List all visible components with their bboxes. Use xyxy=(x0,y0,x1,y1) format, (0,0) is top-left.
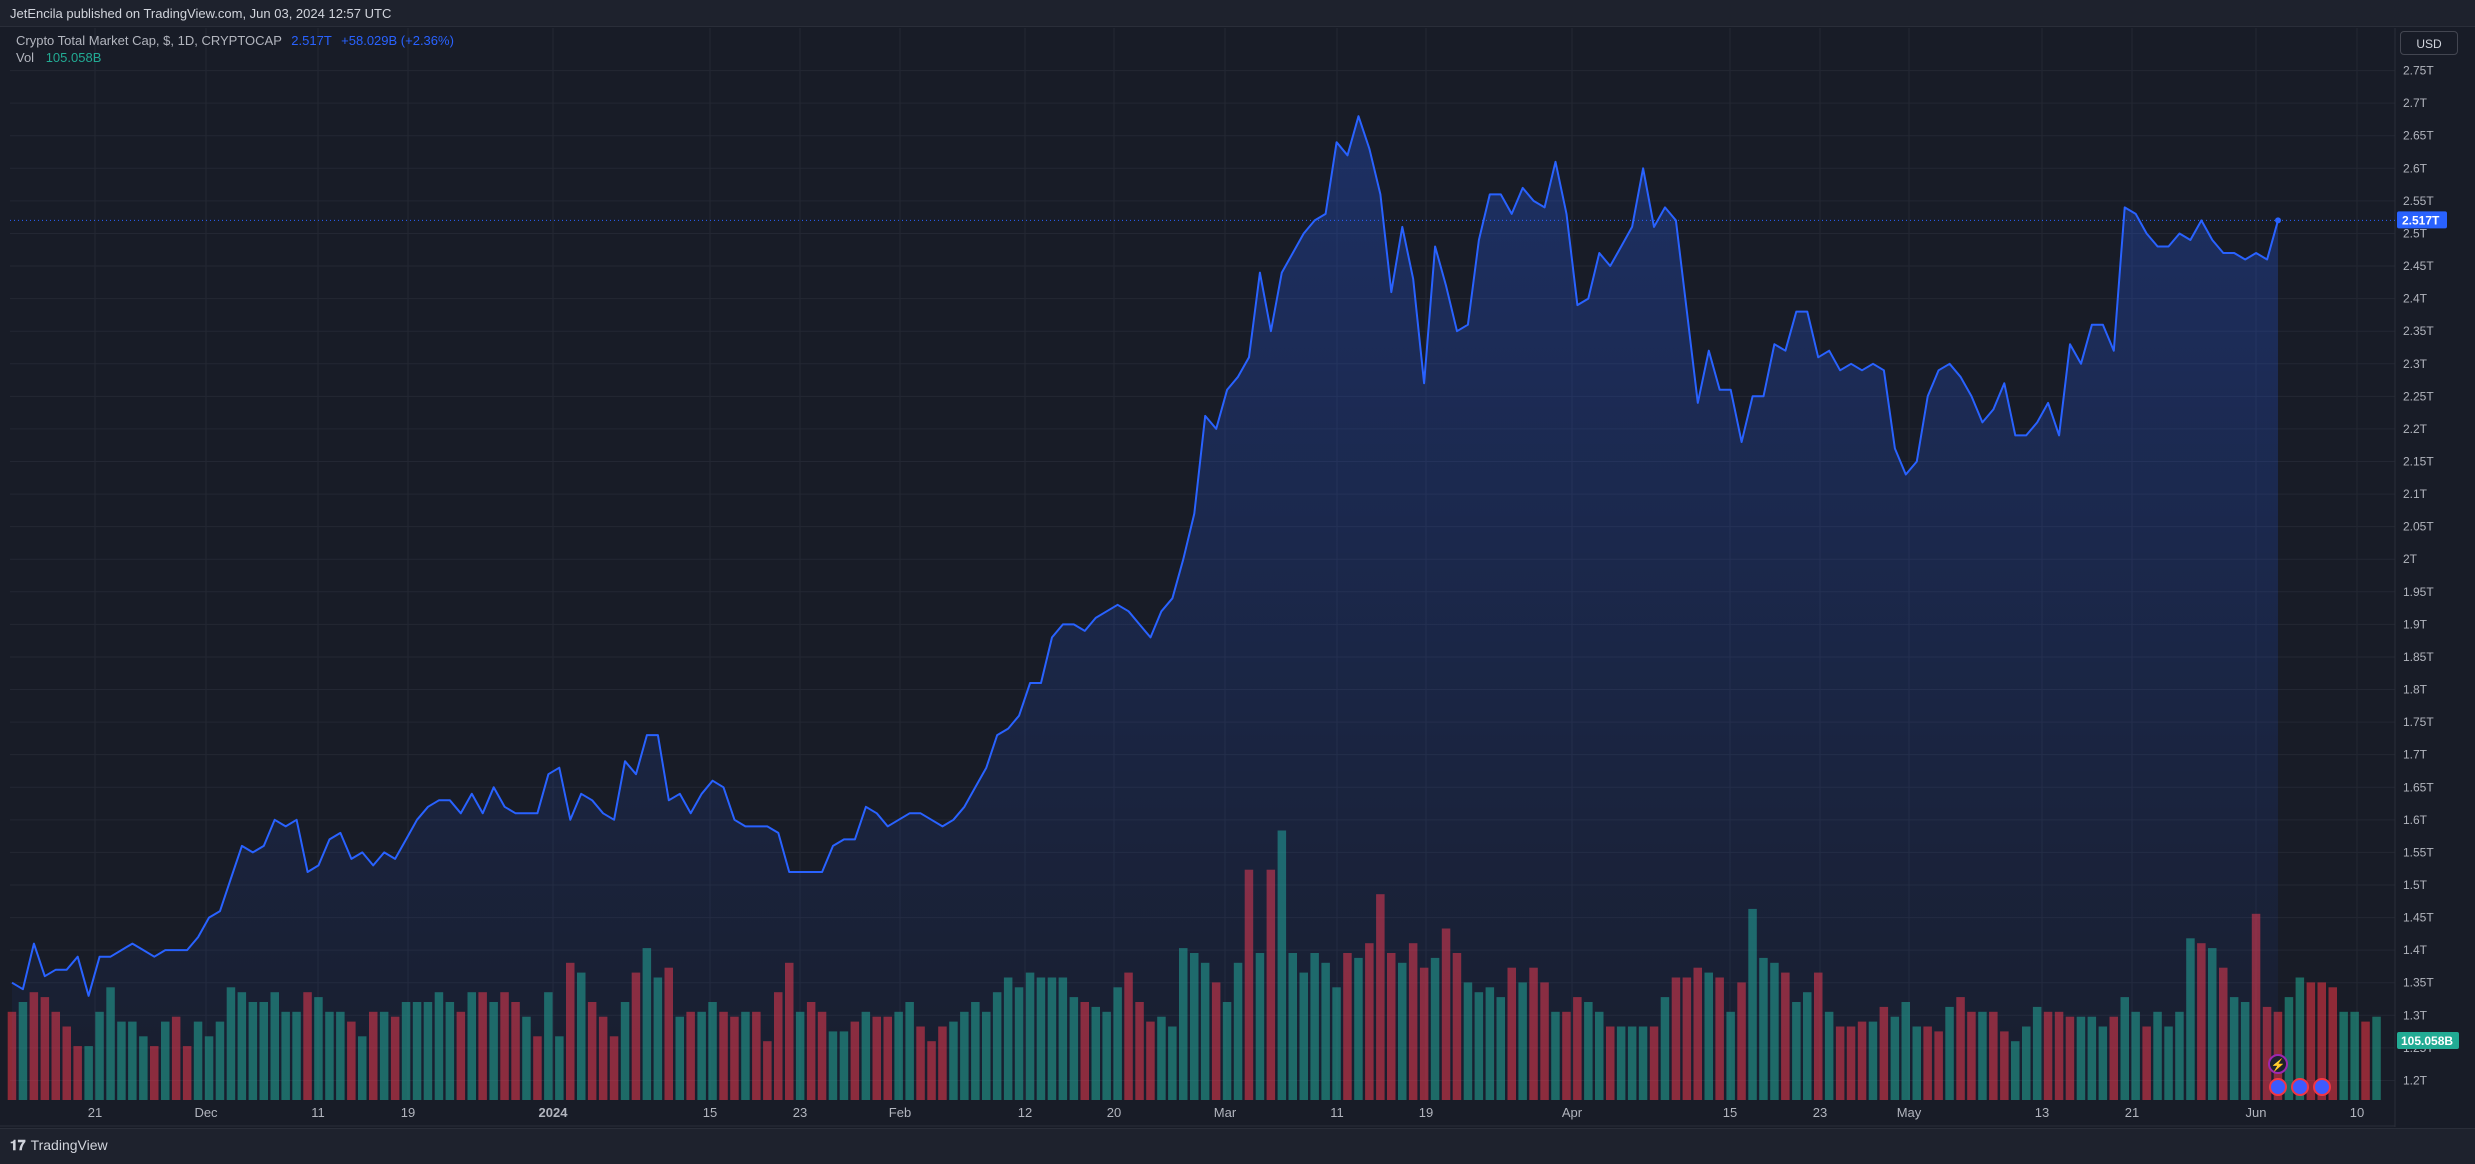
time-tick-label: 15 xyxy=(703,1105,717,1120)
price-tick-label: 1.95T xyxy=(2403,585,2434,599)
volume-value: 105.058B xyxy=(45,50,102,65)
symbol-legend[interactable]: Crypto Total Market Cap, $, 1D, CRYPTOCA… xyxy=(16,33,454,48)
price-tick-label: 1.6T xyxy=(2403,813,2428,827)
time-tick-label: 23 xyxy=(793,1105,807,1120)
time-tick-label: Jun xyxy=(2246,1105,2267,1120)
price-tick-label: 2.55T xyxy=(2403,194,2434,208)
volume-bar xyxy=(2328,987,2337,1100)
volume-bar xyxy=(2361,1021,2370,1100)
time-tick-label: 15 xyxy=(1723,1105,1737,1120)
price-tick-label: 2.35T xyxy=(2403,324,2434,338)
last-price-tag xyxy=(2397,211,2447,229)
event-markers: ⚡ xyxy=(2268,1054,2331,1096)
price-tick-label: 2.2T xyxy=(2403,422,2428,436)
time-tick-label: Dec xyxy=(194,1105,218,1120)
price-area-fill xyxy=(12,116,2278,1100)
tradingview-logo[interactable]: 𝟏𝟕 TradingView xyxy=(10,1137,108,1154)
volume-bar xyxy=(7,1011,17,1100)
last-price-label: 2.517T xyxy=(2402,213,2440,227)
time-tick-label: Mar xyxy=(1214,1105,1237,1120)
price-tick-label: 1.5T xyxy=(2403,878,2428,892)
time-tick-label: Feb xyxy=(889,1105,911,1120)
price-tick-label: 2.45T xyxy=(2403,259,2434,273)
price-tick-label: 2.05T xyxy=(2403,520,2434,534)
time-tick-label: 12 xyxy=(1018,1105,1032,1120)
footer-bar: 𝟏𝟕 TradingView xyxy=(0,1128,2475,1164)
time-tick-label: 20 xyxy=(1107,1105,1121,1120)
event-flag-icon xyxy=(2269,1078,2287,1096)
time-tick-label: 21 xyxy=(88,1105,102,1120)
time-tick-label: 11 xyxy=(1330,1105,1344,1120)
price-tick-label: 2.3T xyxy=(2403,357,2428,371)
price-area xyxy=(10,115,2395,1100)
event-flag-icon xyxy=(2313,1078,2331,1096)
volume-bar xyxy=(2372,1016,2381,1100)
volume-bar xyxy=(2317,982,2326,1100)
price-tick-label: 1.65T xyxy=(2403,780,2434,794)
price-axis: 1.2T1.25T1.3T1.35T1.4T1.45T1.5T1.55T1.6T… xyxy=(2397,64,2459,1088)
time-tick-label: 2024 xyxy=(539,1105,569,1120)
last-volume-tag xyxy=(2397,1032,2459,1049)
price-tick-label: 1.55T xyxy=(2403,845,2434,859)
price-tick-label: 2.7T xyxy=(2403,96,2428,110)
published-info: JetEncila published on TradingView.com, … xyxy=(10,6,392,21)
price-tick-label: 2.15T xyxy=(2403,455,2434,469)
price-tick-label: 2.4T xyxy=(2403,292,2428,306)
symbol-title: Crypto Total Market Cap, $, 1D, CRYPTOCA… xyxy=(16,33,282,48)
price-change: +58.029B (+2.36%) xyxy=(341,33,454,48)
price-tick-label: 1.45T xyxy=(2403,911,2434,925)
time-tick-label: 13 xyxy=(2035,1105,2049,1120)
time-tick-label: Apr xyxy=(1562,1105,1583,1120)
last-value: 2.517T xyxy=(291,33,332,48)
time-tick-label: 19 xyxy=(401,1105,415,1120)
volume-bar xyxy=(2350,1011,2359,1100)
time-tick-label: May xyxy=(1897,1105,1922,1120)
time-tick-label: 11 xyxy=(311,1105,325,1120)
tradingview-logo-icon: 𝟏𝟕 xyxy=(10,1137,26,1153)
volume-label: Vol xyxy=(16,50,35,65)
event-lightning-icon xyxy=(2268,1054,2288,1074)
price-tick-label: 2.75T xyxy=(2403,64,2434,78)
price-tick-label: 1.35T xyxy=(2403,976,2434,990)
price-line xyxy=(11,115,2279,997)
time-tick-label: 10 xyxy=(2350,1105,2364,1120)
event-flag-icon xyxy=(2291,1078,2309,1096)
price-tick-label: 2T xyxy=(2403,552,2418,566)
price-tick-label: 1.9T xyxy=(2403,617,2428,631)
price-tick-label: 2.1T xyxy=(2403,487,2428,501)
last-volume-label: 105.058B xyxy=(2401,1034,2453,1048)
volume-legend[interactable]: Vol 105.058B xyxy=(16,50,101,65)
price-tick-label: 1.75T xyxy=(2403,715,2434,729)
price-tick-label: 1.8T xyxy=(2403,683,2428,697)
volume-bar xyxy=(2306,982,2316,1100)
time-axis: 21 Dec 11 19 2024 15 23 Feb 12 20 Mar 11 19 Apr 15 23 Ma… xyxy=(88,1105,2364,1120)
event-lightning-glyph: ⚡ xyxy=(2271,1058,2286,1072)
price-tick-label: 2.6T xyxy=(2403,161,2428,175)
time-tick-label: 19 xyxy=(1419,1105,1433,1120)
price-tick-label: 2.5T xyxy=(2403,227,2428,241)
time-tick-label: 21 xyxy=(2125,1105,2139,1120)
publish-header: JetEncila published on TradingView.com, … xyxy=(0,0,2475,27)
price-tick-label: 1.85T xyxy=(2403,650,2434,664)
price-tick-label: 1.7T xyxy=(2403,748,2428,762)
brand-name: TradingView xyxy=(30,1137,108,1153)
currency-button[interactable]: USD xyxy=(2400,31,2458,55)
time-tick-label: 23 xyxy=(1813,1105,1827,1120)
price-tick-label: 1.4T xyxy=(2403,943,2428,957)
price-tick-label: 2.65T xyxy=(2403,129,2434,143)
volume-bar xyxy=(2339,1011,2348,1100)
price-tick-label: 1.3T xyxy=(2403,1008,2428,1022)
last-price-dot xyxy=(2275,217,2281,224)
price-tick-label: 1.2T xyxy=(2403,1074,2428,1088)
volume-bar xyxy=(2284,997,2294,1100)
price-tick-label: 2.25T xyxy=(2403,389,2434,403)
volume-bar xyxy=(2295,977,2305,1100)
